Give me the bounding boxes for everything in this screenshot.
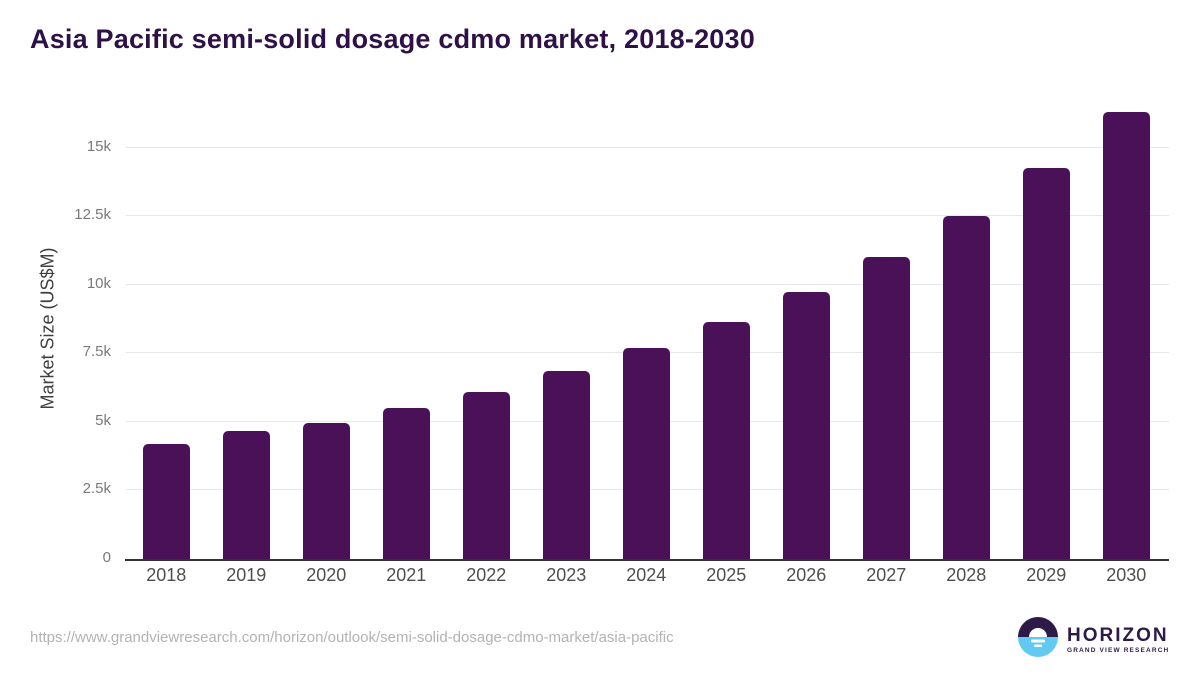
x-tick-label: 2018: [146, 565, 187, 585]
bar-2018: [142, 443, 190, 559]
x-tick-label: 2029: [1026, 565, 1067, 585]
y-tick-label: 10k: [86, 274, 111, 292]
y-tick-label: 0: [102, 549, 111, 566]
bar-2027: [862, 257, 910, 559]
bar-2024: [622, 348, 670, 559]
chart-title: Asia Pacific semi-solid dosage cdmo mark…: [30, 24, 755, 54]
x-tick-label: 2025: [706, 565, 747, 585]
logo-subtitle: GRAND VIEW RESEARCH: [1067, 646, 1170, 654]
x-tick-label: 2026: [786, 565, 827, 585]
bar-2025: [702, 321, 750, 559]
x-tick-label: 2030: [1106, 565, 1147, 585]
source-url: https://www.grandviewresearch.com/horizo…: [30, 629, 674, 646]
logo-name: HORIZON: [1067, 624, 1169, 646]
gridline-12.5k: [126, 215, 1169, 217]
bar-2028: [942, 216, 990, 559]
y-tick-label: 15k: [86, 137, 111, 155]
x-tick-label: 2023: [546, 565, 587, 585]
bar-2021: [382, 408, 430, 559]
bar-2030: [1102, 112, 1150, 559]
horizon-logo: HORIZON GRAND VIEW RESEARCH: [1018, 617, 1169, 662]
y-axis-title: Market Size (US$M): [37, 247, 58, 410]
bar-2019: [222, 430, 270, 559]
bar-2020: [302, 422, 350, 559]
y-tick-label: 5k: [95, 411, 111, 429]
logo-text: HORIZON GRAND VIEW RESEARCH: [1067, 626, 1169, 654]
gridline-15k: [126, 146, 1169, 148]
gridline-10k: [126, 283, 1169, 285]
bar-2023: [542, 371, 590, 559]
y-tick-label: 12.5k: [74, 206, 111, 224]
x-tick-label: 2020: [306, 565, 347, 585]
bar-2029: [1022, 168, 1070, 559]
x-tick-label: 2027: [866, 565, 907, 585]
x-tick-label: 2024: [626, 565, 667, 585]
horizon-sun-icon: [1018, 617, 1058, 662]
y-tick-label: 7.5k: [82, 343, 111, 361]
plot-area: 0 2.5k 5k 7.5k 10k 12.5k 15k 2018 2019 2020 2021 20…: [74, 100, 1169, 585]
y-tick-label: 2.5k: [82, 480, 111, 498]
x-tick-label: 2021: [386, 565, 427, 585]
x-tick-label: 2019: [226, 565, 267, 585]
x-tick-label: 2028: [946, 565, 987, 585]
bar-2026: [782, 292, 830, 559]
bar-2022: [462, 391, 510, 559]
x-tick-label: 2022: [466, 565, 507, 585]
